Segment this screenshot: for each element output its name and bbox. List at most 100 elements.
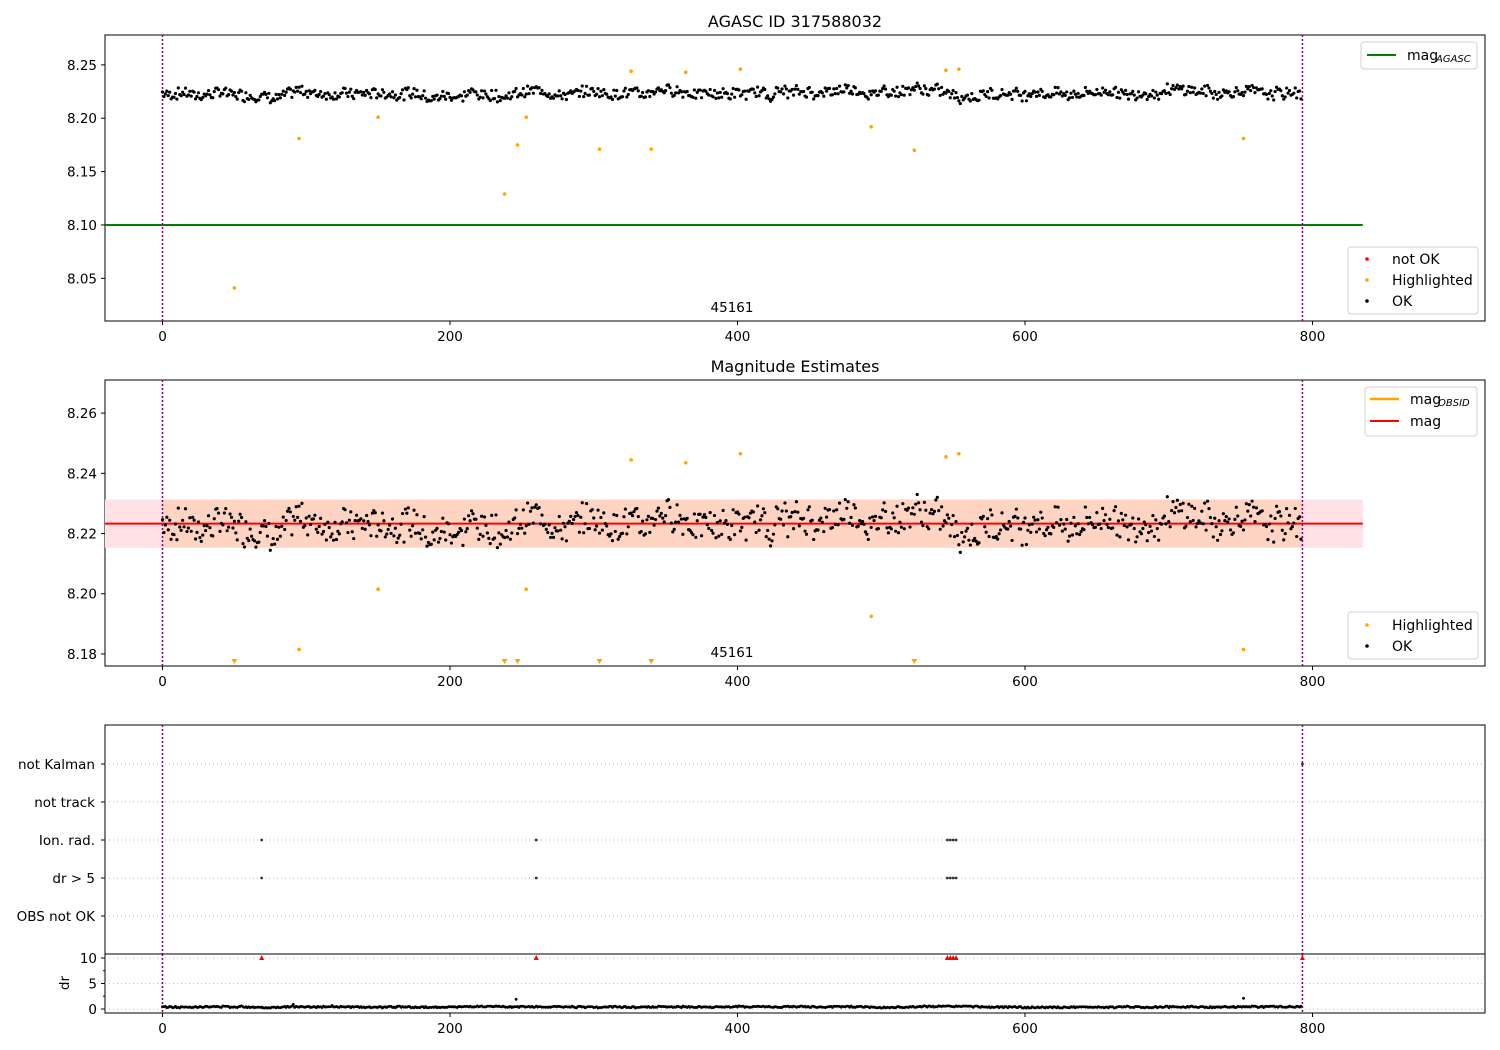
ok-point <box>347 518 351 522</box>
ok-point <box>441 89 445 94</box>
ok-point <box>835 86 839 91</box>
ok-point <box>324 97 328 101</box>
ok-point <box>1075 532 1079 536</box>
ok-point <box>919 520 924 524</box>
dr-outlier <box>1242 996 1245 1000</box>
ok-point <box>1264 92 1269 97</box>
ok-point <box>538 522 543 526</box>
ok-point <box>728 97 732 101</box>
highlighted-point <box>957 451 961 456</box>
ok-point <box>725 92 730 96</box>
ok-point <box>1295 96 1299 100</box>
ok-point <box>639 94 643 98</box>
ok-point <box>388 92 392 96</box>
ok-point <box>937 509 941 513</box>
ok-point <box>951 513 955 518</box>
highlighted-point <box>297 647 301 652</box>
ok-point <box>480 514 484 518</box>
ok-point <box>375 534 379 538</box>
ok-point <box>169 537 173 541</box>
ok-point <box>211 534 215 538</box>
ok-point <box>981 514 985 518</box>
ok-point <box>415 88 419 92</box>
ok-point <box>1266 538 1270 542</box>
ok-point <box>354 513 359 517</box>
ok-point <box>422 514 426 519</box>
ok-point <box>685 89 689 94</box>
ok-point <box>227 93 231 97</box>
ok-point <box>820 520 824 524</box>
ok-point <box>1285 86 1289 90</box>
ok-point <box>360 93 364 97</box>
ok-point <box>285 509 290 513</box>
ok-point <box>1231 95 1236 99</box>
ok-point <box>531 91 535 95</box>
ok-point <box>290 95 294 99</box>
ok-point <box>701 515 705 519</box>
ok-point <box>646 514 650 518</box>
ok-point <box>1059 90 1063 94</box>
flag-label-dr-gt-5: dr > 5 <box>52 871 95 887</box>
offscale-marker <box>514 659 521 664</box>
ok-point <box>580 501 584 505</box>
ok-point <box>1293 506 1297 511</box>
ok-point <box>346 530 350 535</box>
ok-point <box>643 532 648 536</box>
ok-point <box>629 511 633 515</box>
ok-point <box>367 92 372 96</box>
ok-point <box>514 86 518 91</box>
highlighted-point <box>502 192 507 196</box>
ok-point <box>994 534 998 539</box>
ok-point <box>952 535 957 539</box>
ok-point <box>1103 88 1108 92</box>
ok-point <box>776 86 780 90</box>
ok-point <box>504 528 508 533</box>
ok-point <box>862 522 866 526</box>
ok-point <box>1167 520 1171 524</box>
ok-point <box>421 528 425 532</box>
ok-point <box>819 516 823 520</box>
ok-point <box>380 88 385 92</box>
ok-point <box>1180 509 1184 513</box>
ok-point <box>389 95 393 99</box>
ok-point <box>797 524 801 528</box>
ok-point <box>218 529 222 533</box>
ok-point <box>556 529 560 533</box>
ok-point <box>816 94 820 98</box>
ok-point <box>662 520 666 524</box>
ok-point <box>1180 87 1184 91</box>
ok-point <box>1069 521 1073 525</box>
ok-point <box>444 97 448 101</box>
ok-point <box>468 519 472 523</box>
ok-point <box>395 540 399 545</box>
ok-point <box>267 91 271 95</box>
ok-point <box>802 516 806 520</box>
ok-point <box>347 90 351 94</box>
ok-point <box>413 95 418 99</box>
ok-point <box>165 89 169 93</box>
ok-point <box>411 92 415 96</box>
ok-point <box>515 532 520 536</box>
ok-point <box>1067 534 1072 538</box>
ok-point <box>783 84 787 88</box>
ok-point <box>1044 528 1049 532</box>
highlighted-point <box>515 143 520 147</box>
ok-point <box>1039 510 1043 514</box>
ok-point <box>733 95 737 99</box>
ok-point <box>574 511 579 515</box>
ok-point <box>766 528 770 533</box>
panel1-ytick-label: 8.05 <box>67 271 97 287</box>
ok-point <box>303 92 307 96</box>
ok-point <box>212 517 216 521</box>
panel1-xtick-label: 200 <box>437 329 463 345</box>
ok-point <box>1106 93 1110 97</box>
ok-point <box>915 81 919 85</box>
ok-point <box>349 87 353 91</box>
ok-point <box>977 98 981 102</box>
ok-point <box>908 92 912 97</box>
ok-point <box>215 506 219 511</box>
ok-point <box>827 507 832 512</box>
ok-point <box>198 535 202 540</box>
ok-point <box>1000 511 1004 515</box>
panel4-ytick-label: 0 <box>88 1002 97 1018</box>
